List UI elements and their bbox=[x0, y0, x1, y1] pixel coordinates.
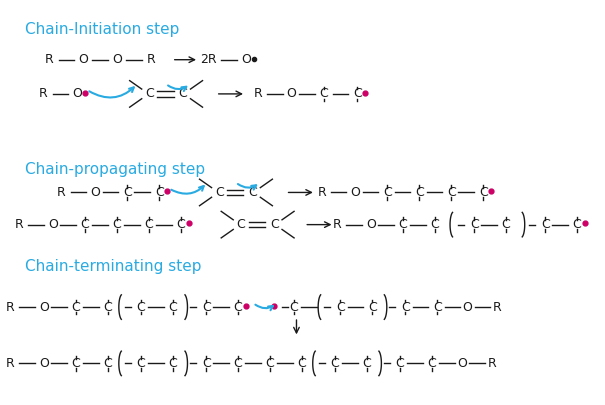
FancyArrowPatch shape bbox=[238, 184, 256, 190]
Text: R: R bbox=[333, 218, 342, 231]
Text: O: O bbox=[287, 87, 296, 100]
Text: Chain-Initiation step: Chain-Initiation step bbox=[25, 21, 180, 36]
Text: R: R bbox=[488, 357, 497, 370]
Text: C: C bbox=[215, 186, 224, 199]
Text: O: O bbox=[39, 301, 49, 313]
Text: C: C bbox=[353, 87, 362, 100]
Text: C: C bbox=[103, 301, 113, 313]
Text: C: C bbox=[113, 218, 122, 231]
Text: C: C bbox=[71, 357, 80, 370]
Text: R: R bbox=[146, 53, 155, 66]
Text: R: R bbox=[6, 357, 15, 370]
Text: C: C bbox=[177, 218, 185, 231]
Text: C: C bbox=[433, 301, 442, 313]
Text: C: C bbox=[290, 301, 298, 313]
Text: C: C bbox=[573, 218, 581, 231]
Text: C: C bbox=[234, 357, 243, 370]
Text: Chain-terminating step: Chain-terminating step bbox=[25, 259, 202, 274]
Text: C: C bbox=[237, 218, 246, 231]
Text: C: C bbox=[137, 357, 145, 370]
Text: O: O bbox=[366, 218, 376, 231]
FancyArrowPatch shape bbox=[255, 305, 273, 310]
Text: C: C bbox=[368, 301, 377, 313]
Text: C: C bbox=[447, 186, 456, 199]
Text: C: C bbox=[469, 218, 479, 231]
Text: C: C bbox=[169, 301, 177, 313]
Text: C: C bbox=[362, 357, 371, 370]
Text: C: C bbox=[319, 87, 328, 100]
Text: R: R bbox=[57, 186, 66, 199]
Text: C: C bbox=[155, 186, 163, 199]
Text: C: C bbox=[234, 301, 243, 313]
Text: R: R bbox=[15, 218, 24, 231]
Text: C: C bbox=[502, 218, 511, 231]
Text: O: O bbox=[48, 218, 58, 231]
Text: R: R bbox=[318, 186, 326, 199]
FancyArrowPatch shape bbox=[171, 186, 204, 194]
Text: R: R bbox=[39, 87, 48, 100]
Text: O: O bbox=[79, 53, 88, 66]
Text: C: C bbox=[331, 357, 339, 370]
Text: C: C bbox=[248, 186, 257, 199]
Text: C: C bbox=[169, 357, 177, 370]
Text: O: O bbox=[112, 53, 122, 66]
Text: C: C bbox=[270, 218, 278, 231]
Text: C: C bbox=[266, 357, 274, 370]
Text: C: C bbox=[401, 301, 410, 313]
Text: O: O bbox=[39, 357, 49, 370]
Text: R: R bbox=[493, 301, 502, 313]
Text: C: C bbox=[145, 87, 154, 100]
Text: C: C bbox=[80, 218, 90, 231]
Text: O: O bbox=[90, 186, 100, 199]
Text: 2R: 2R bbox=[200, 53, 216, 66]
Text: C: C bbox=[202, 301, 211, 313]
Text: C: C bbox=[137, 301, 145, 313]
Text: C: C bbox=[202, 357, 211, 370]
Text: O: O bbox=[241, 53, 251, 66]
Text: C: C bbox=[71, 301, 80, 313]
Text: C: C bbox=[428, 357, 436, 370]
Text: C: C bbox=[479, 186, 488, 199]
FancyArrowPatch shape bbox=[168, 85, 186, 91]
Text: O: O bbox=[73, 87, 82, 100]
Text: R: R bbox=[6, 301, 15, 313]
Text: R: R bbox=[45, 53, 54, 66]
Text: C: C bbox=[431, 218, 439, 231]
Text: C: C bbox=[178, 87, 187, 100]
Text: C: C bbox=[298, 357, 306, 370]
Text: C: C bbox=[383, 186, 392, 199]
Text: C: C bbox=[336, 301, 345, 313]
Text: O: O bbox=[463, 301, 473, 313]
Text: C: C bbox=[123, 186, 132, 199]
Text: O: O bbox=[350, 186, 361, 199]
FancyArrowPatch shape bbox=[90, 87, 134, 98]
Text: C: C bbox=[396, 357, 404, 370]
Text: C: C bbox=[145, 218, 153, 231]
Text: R: R bbox=[253, 87, 263, 100]
Text: O: O bbox=[457, 357, 467, 370]
Text: C: C bbox=[103, 357, 113, 370]
Text: C: C bbox=[541, 218, 549, 231]
Text: C: C bbox=[415, 186, 423, 199]
Text: C: C bbox=[399, 218, 407, 231]
Text: Chain-propagating step: Chain-propagating step bbox=[25, 162, 206, 177]
